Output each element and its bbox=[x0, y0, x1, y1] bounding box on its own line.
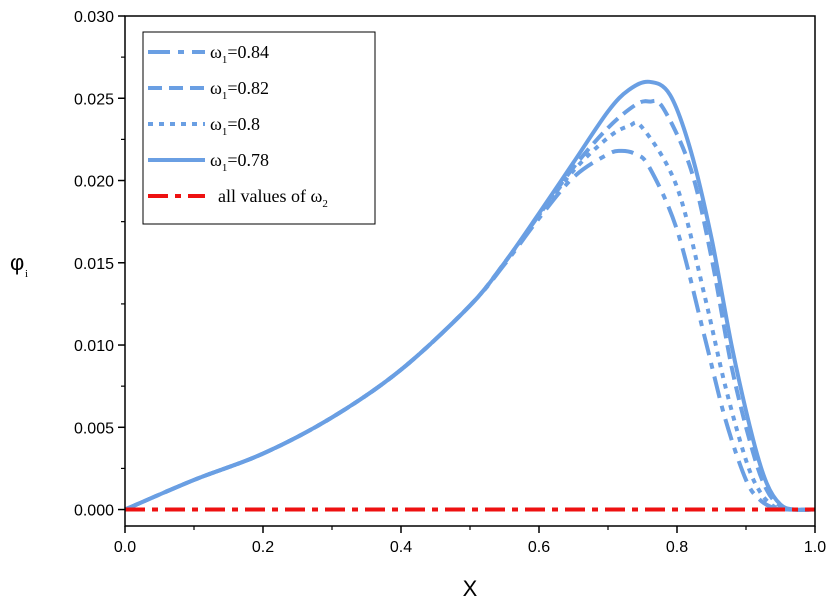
x-tick-label: 1.0 bbox=[804, 539, 826, 556]
y-tick-label: 0.020 bbox=[74, 174, 114, 191]
x-tick-label: 0.4 bbox=[390, 539, 412, 556]
y-tick-label: 0.005 bbox=[74, 420, 114, 437]
y-tick-label: 0.000 bbox=[74, 503, 114, 520]
y-tick-label: 0.015 bbox=[74, 256, 114, 273]
series-line-4 bbox=[124, 79, 816, 512]
legend: ω1=0.84 ω1=0.82 ω1=0.8 ω1=0.78 all values of… bbox=[142, 31, 376, 225]
y-axis-title-sub: i bbox=[25, 268, 28, 280]
x-tick-label: 0.6 bbox=[528, 539, 550, 556]
x-tick-label: 0.2 bbox=[252, 539, 274, 556]
legend-label: ω1=0.82 bbox=[210, 78, 269, 102]
legend-label: all values of ω2 bbox=[218, 186, 328, 210]
x-tick-label: 0.8 bbox=[666, 539, 688, 556]
y-axis-title: φ i bbox=[10, 250, 28, 280]
legend-label: ω1=0.8 bbox=[210, 114, 260, 138]
legend-box bbox=[142, 31, 376, 225]
y-tick-label: 0.030 bbox=[74, 9, 114, 26]
y-tick-label: 0.025 bbox=[74, 91, 114, 108]
x-axis-title: X bbox=[463, 576, 478, 601]
x-tick-label: 0.0 bbox=[114, 539, 136, 556]
series-layer bbox=[124, 79, 816, 512]
axis-ticks: 0.0 0.2 0.4 0.6 0.8 1.0 0.000 0.005 0.010 0.015 0.… bbox=[74, 9, 826, 556]
y-tick-label: 0.010 bbox=[74, 338, 114, 355]
series-line-3 bbox=[124, 120, 816, 512]
legend-label: ω1=0.78 bbox=[210, 150, 269, 174]
legend-label: ω1=0.84 bbox=[210, 42, 269, 66]
y-axis-title-base: φ bbox=[10, 250, 24, 275]
